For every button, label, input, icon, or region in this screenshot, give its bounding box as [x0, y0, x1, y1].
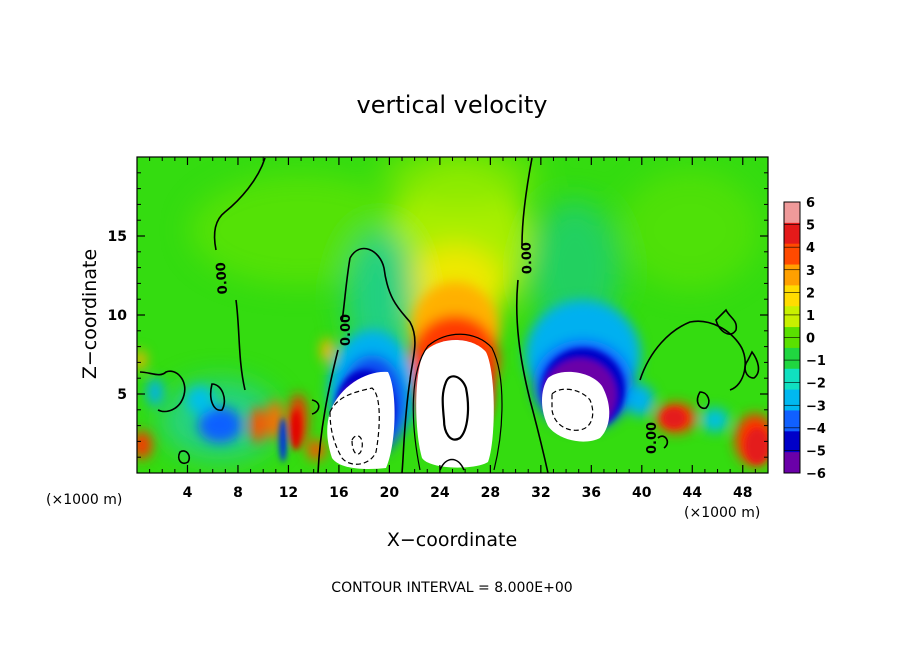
contour-minus-8-left	[329, 387, 380, 465]
colorbar-swatch	[784, 431, 800, 453]
x-tick-label: 40	[632, 485, 652, 501]
colorbar-label: −2	[806, 377, 826, 392]
colorbar-label: 2	[806, 286, 815, 301]
x-tick-label: 8	[233, 485, 243, 501]
colorbar-label: 1	[806, 309, 815, 324]
colorbar-swatch	[784, 285, 800, 307]
colorbar-swatch	[784, 347, 800, 370]
x-tick-label: 24	[430, 485, 450, 501]
contour-zero-center-lower	[317, 349, 339, 473]
contour-label: 0.00	[339, 314, 354, 346]
colorbar-label: −3	[806, 399, 826, 414]
colorbar-swatch	[784, 222, 800, 245]
x-tick-label: 36	[582, 485, 601, 501]
x-unit-label-right: (×1000 m)	[684, 505, 760, 521]
x-tick-label: 32	[531, 485, 550, 501]
contour-small-2	[744, 350, 760, 379]
x-tick-label: 16	[329, 485, 348, 501]
contour-plus-8	[412, 333, 503, 471]
contour-label: 0.00	[519, 242, 535, 275]
contour-small-5	[209, 383, 226, 411]
contour-label: 0.00	[214, 262, 231, 295]
chart-title: vertical velocity	[357, 91, 548, 119]
contour-interval-note: CONTOUR INTERVAL = 8.000E+00	[331, 580, 572, 596]
heatmap-field	[137, 157, 768, 473]
updraft-core-white	[416, 340, 494, 468]
contour-zero-left	[213, 157, 266, 251]
contour-lines	[139, 157, 760, 473]
colorbar-label: −5	[806, 444, 826, 459]
x-tick-label: 48	[733, 485, 752, 501]
contour-zero-right-lower	[515, 279, 549, 473]
colorbar-swatch	[784, 368, 800, 391]
colorbar-label: −1	[806, 354, 826, 369]
x-tick-label: 12	[279, 485, 298, 501]
x-axis: 4 8 12 16 20 24 28 32 36 40 44 48	[149, 157, 756, 501]
contour-label: 0.00	[645, 422, 660, 454]
colorbar-swatch	[784, 389, 800, 411]
x-tick-label: 28	[481, 485, 500, 501]
x-axis-title: X−coordinate	[387, 529, 517, 551]
contour-plus-16-base	[439, 458, 465, 471]
colorbar-label: −6	[806, 467, 826, 482]
colorbar-swatch	[784, 243, 800, 266]
contour-zero-updraft-edge	[349, 247, 416, 473]
contour-minus-16-left	[351, 435, 363, 455]
contour-small-1	[715, 308, 738, 335]
y-axis: 5 10 15	[108, 172, 768, 458]
contour-zero-center	[341, 257, 351, 323]
contour-small-4	[177, 450, 191, 465]
contour-zero-west	[139, 370, 186, 413]
colorbar-label: 3	[806, 264, 815, 279]
colorbar-swatch	[784, 202, 800, 224]
y-tick-label: 15	[108, 229, 127, 245]
contour-small-3	[696, 391, 710, 410]
colorbar-swatch	[784, 306, 800, 328]
x-unit-label-left: (×1000 m)	[46, 492, 122, 508]
colorbar: 6 5 4 3 2 1 0 −1 −2 −3 −4 −5 −6	[783, 196, 826, 482]
contour-small-7	[657, 435, 669, 449]
colorbar-label: −4	[806, 422, 826, 437]
y-tick-label: 5	[117, 387, 127, 403]
colorbar-swatch	[784, 452, 800, 474]
colorbar-label: 4	[806, 241, 815, 256]
x-tick-label: 44	[683, 485, 703, 501]
contour-negative-lines	[329, 387, 594, 465]
colorbar-label: 0	[806, 332, 815, 347]
contour-minus-8-right	[551, 388, 594, 431]
colorbar-label: 6	[806, 196, 815, 211]
y-axis-title: Z−coordinate	[79, 249, 101, 379]
contour-small-6	[311, 399, 320, 415]
contour-plus-16	[441, 375, 470, 441]
contour-zero-right	[521, 157, 533, 246]
x-tick-label: 20	[380, 485, 400, 501]
x-tick-label: 4	[183, 485, 193, 501]
y-tick-label: 10	[108, 308, 128, 324]
contour-zero-left-lower	[235, 299, 246, 391]
colorbar-swatch	[784, 264, 800, 286]
colorbar-label: 5	[806, 219, 815, 234]
downdraft-core-white-right	[542, 371, 610, 442]
colorbar-swatch	[784, 410, 800, 432]
